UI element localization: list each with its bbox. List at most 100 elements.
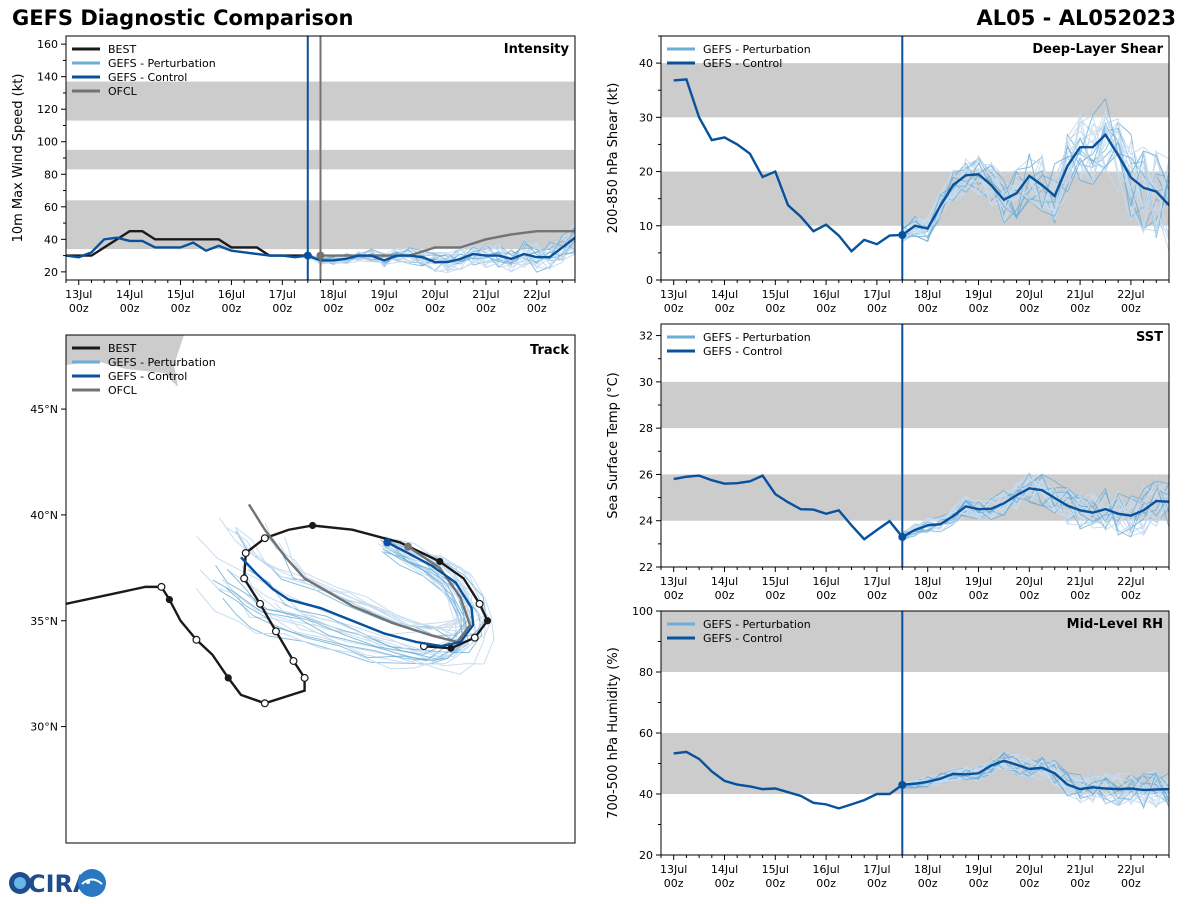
control-forecast-line — [673, 750, 1169, 810]
perturbation-track-line — [268, 537, 488, 642]
legend-label: GEFS - Perturbation — [703, 618, 811, 631]
panel-title: Track — [530, 343, 569, 358]
perturbation-track-line — [196, 535, 459, 638]
y-tick-label: 120 — [37, 103, 58, 116]
best-track-point-open — [260, 534, 269, 543]
x-tick-label-hour: 00z — [1019, 877, 1039, 890]
perturbation-track-line — [235, 530, 473, 636]
x-tick-label-day: 16Jul — [218, 288, 245, 301]
x-tick-label-day: 19Jul — [965, 863, 992, 876]
x-tick-label-day: 18Jul — [914, 288, 941, 301]
x-tick-label-hour: 00z — [715, 589, 735, 602]
x-tick-label-hour: 00z — [323, 302, 343, 315]
legend-label: OFCL — [108, 85, 138, 98]
x-tick-label-day: 17Jul — [863, 863, 890, 876]
y-tick-label: 160 — [37, 38, 58, 51]
y-tick-label: 20 — [639, 849, 653, 862]
shear-panel: 01020304013Jul00z14Jul00z15Jul00z16Jul00… — [606, 35, 1170, 315]
x-tick-label-day: 13Jul — [660, 575, 687, 588]
x-tick-label-hour: 00z — [867, 877, 887, 890]
panel-title: Deep-Layer Shear — [1032, 42, 1163, 57]
perturbation-track-line — [229, 543, 473, 654]
x-tick-label-day: 18Jul — [320, 288, 347, 301]
best-track-point-open — [256, 599, 265, 608]
intensity-panel: 2040608010012014016013Jul00z14Jul00z15Ju… — [11, 35, 576, 315]
x-tick-label-hour: 00z — [867, 589, 887, 602]
best-track-point-open — [241, 549, 250, 558]
legend-label: GEFS - Perturbation — [703, 43, 811, 56]
control-track-line — [240, 541, 475, 648]
legend-label: BEST — [108, 43, 136, 56]
ofcl-start-marker — [316, 251, 325, 260]
x-tick-label-day: 15Jul — [762, 575, 789, 588]
best-track-point-open — [157, 582, 166, 591]
x-tick-label-day: 21Jul — [472, 288, 499, 301]
x-tick-label-day: 19Jul — [370, 288, 397, 301]
best-track-point-open — [240, 574, 249, 583]
x-tick-label-day: 18Jul — [914, 863, 941, 876]
x-tick-label-day: 20Jul — [1016, 575, 1043, 588]
rh-panel: 2040608010013Jul00z14Jul00z15Jul00z16Jul… — [606, 605, 1170, 890]
intensity-band — [661, 381, 1169, 429]
control-forecast-line — [673, 474, 1169, 541]
x-tick-label-day: 22Jul — [1117, 863, 1144, 876]
best-track-point-filled — [165, 595, 173, 604]
lat-tick-label: 45°N — [30, 403, 58, 416]
x-tick-label-day: 15Jul — [167, 288, 194, 301]
x-tick-label-day: 16Jul — [812, 863, 839, 876]
x-tick-label-hour: 00z — [527, 302, 547, 315]
x-tick-label-hour: 00z — [765, 302, 785, 315]
y-tick-label: 20 — [639, 166, 653, 179]
x-tick-label-day: 13Jul — [660, 288, 687, 301]
y-tick-label: 100 — [37, 136, 58, 149]
x-tick-label-hour: 00z — [969, 589, 989, 602]
x-tick-label-hour: 00z — [918, 877, 938, 890]
x-tick-label-hour: 00z — [816, 589, 836, 602]
x-tick-label-day: 17Jul — [863, 288, 890, 301]
lat-tick-label: 35°N — [30, 615, 58, 628]
x-tick-label-hour: 00z — [1019, 302, 1039, 315]
panel-title: Mid-Level RH — [1067, 617, 1163, 632]
init-marker — [898, 780, 907, 789]
x-tick-label-day: 21Jul — [1066, 863, 1093, 876]
y-tick-label: 40 — [639, 57, 653, 70]
x-tick-label-day: 19Jul — [965, 575, 992, 588]
track-frame — [65, 334, 576, 844]
legend-label: GEFS - Control — [703, 57, 782, 70]
x-tick-label-hour: 00z — [664, 302, 684, 315]
x-tick-label-day: 13Jul — [660, 863, 687, 876]
legend-label: GEFS - Control — [703, 345, 782, 358]
x-tick-label-day: 19Jul — [965, 288, 992, 301]
storm-id: AL05 - AL052023 — [976, 6, 1177, 30]
y-axis-label: 700-500 hPa Humidity (%) — [606, 647, 621, 819]
y-axis-label: 200-850 hPa Shear (kt) — [606, 83, 621, 234]
best-track-point-open — [475, 599, 484, 608]
y-tick-label: 60 — [44, 201, 58, 214]
lat-tick-label: 30°N — [30, 721, 58, 734]
x-tick-label-hour: 00z — [918, 589, 938, 602]
x-tick-label-hour: 00z — [222, 302, 242, 315]
x-tick-label-hour: 00z — [1070, 877, 1090, 890]
best-track-point-filled — [308, 521, 317, 530]
ofcl-track-line — [247, 503, 472, 644]
perturbation-member-line — [902, 473, 1169, 537]
x-tick-label-day: 21Jul — [1066, 575, 1093, 588]
x-tick-label-day: 13Jul — [65, 288, 92, 301]
x-tick-label-day: 21Jul — [1066, 288, 1093, 301]
x-tick-label-hour: 00z — [69, 302, 89, 315]
cira-logo: CIRA — [4, 866, 114, 904]
control-track-start — [383, 538, 392, 547]
legend-label: GEFS - Perturbation — [108, 356, 216, 369]
x-tick-label-hour: 00z — [476, 302, 496, 315]
perturbation-member-line — [902, 109, 1169, 241]
x-tick-label-hour: 00z — [1019, 589, 1039, 602]
init-marker — [898, 532, 907, 541]
x-tick-label-day: 14Jul — [116, 288, 143, 301]
x-tick-label-hour: 00z — [816, 302, 836, 315]
x-tick-label-day: 14Jul — [711, 288, 738, 301]
y-axis-label: 10m Max Wind Speed (kt) — [11, 74, 26, 243]
y-tick-label: 32 — [639, 330, 653, 343]
x-tick-label-day: 20Jul — [1016, 288, 1043, 301]
x-tick-label-hour: 00z — [1121, 589, 1141, 602]
